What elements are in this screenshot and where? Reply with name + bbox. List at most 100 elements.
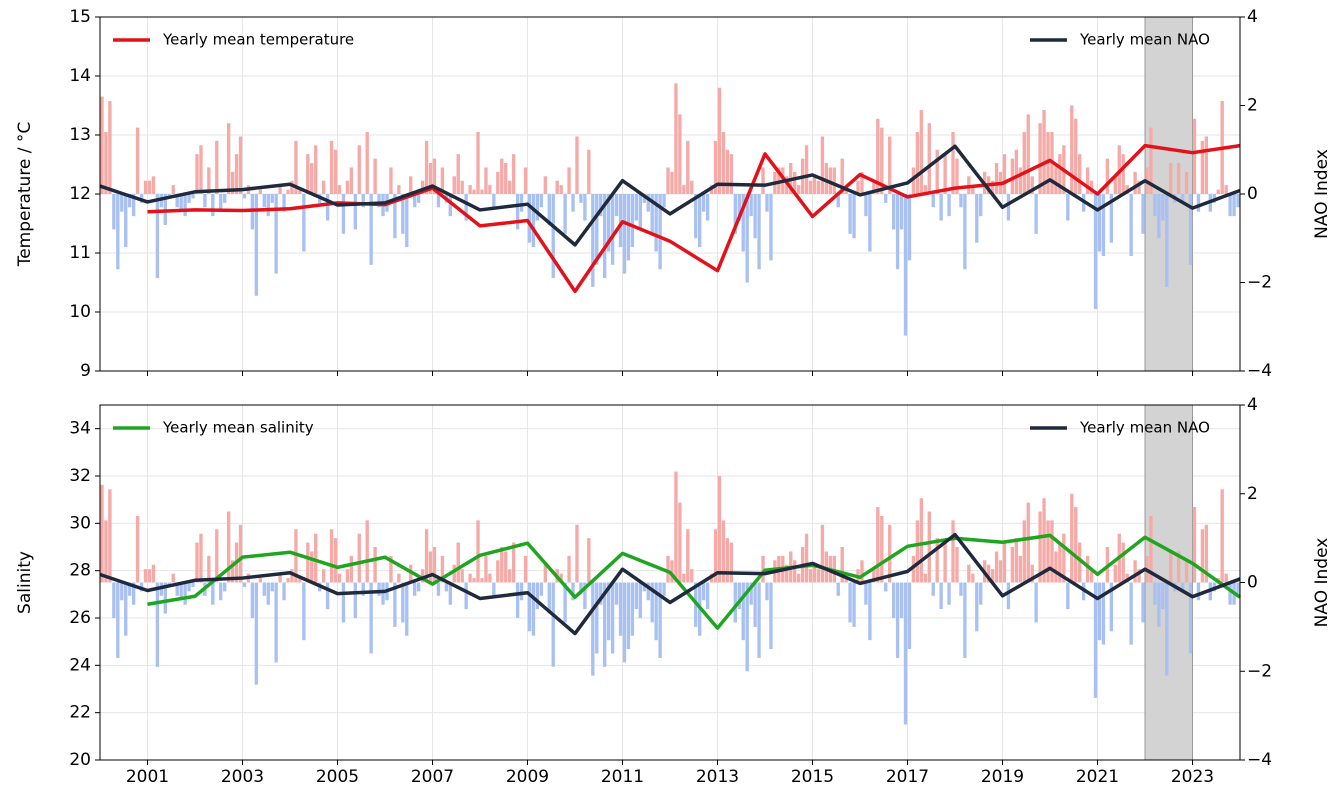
nao-bar	[674, 83, 678, 194]
nao-bar	[488, 185, 492, 194]
nao-bar	[195, 542, 199, 583]
nao-bar	[504, 163, 508, 194]
nao-bar	[405, 582, 409, 636]
nao-bar	[345, 569, 350, 583]
nao-bar	[1038, 123, 1042, 194]
nao-bar	[903, 194, 908, 336]
nao-bar	[294, 140, 298, 194]
nao-bar	[955, 547, 959, 583]
nao-bar	[365, 520, 369, 583]
nao-bar	[539, 582, 544, 596]
nao-bar	[1042, 498, 1046, 583]
nao-bar	[333, 149, 338, 194]
nao-bar	[1180, 582, 1185, 592]
nao-bar	[686, 529, 690, 583]
nao-bar	[1220, 489, 1224, 583]
nao-bar	[816, 180, 821, 194]
nao-bar	[523, 167, 528, 194]
nao-bar	[1113, 564, 1117, 583]
nao-bar	[278, 185, 282, 194]
x-tick-label: 2021	[1076, 767, 1119, 787]
nao-bar	[931, 582, 935, 596]
nao-bar	[979, 194, 983, 217]
nao-bar	[1184, 171, 1189, 194]
nao-bar	[147, 569, 152, 583]
nao-bar	[769, 582, 773, 650]
nao-bar	[559, 573, 563, 583]
nao-bar	[492, 194, 496, 208]
nao-bar	[610, 194, 615, 265]
nao-bar	[674, 471, 678, 583]
nao-bar	[848, 194, 852, 234]
nao-bar	[1026, 502, 1030, 583]
nao-bar	[1010, 547, 1015, 583]
nao-bar	[1097, 194, 1102, 252]
nao-bar	[1137, 569, 1141, 583]
nao-bar	[979, 582, 983, 605]
nao-bar	[409, 176, 413, 194]
nao-bar	[1196, 194, 1201, 212]
nao-bar	[690, 569, 694, 583]
nao-bar	[282, 194, 286, 212]
nao-bar	[1176, 163, 1181, 194]
nao-bar	[337, 573, 342, 583]
nao-bar	[986, 564, 991, 583]
nao-bar	[998, 560, 1003, 583]
nao-bar	[852, 582, 856, 627]
nao-bar	[943, 542, 947, 583]
nao-bar	[1058, 542, 1062, 583]
nao-bar	[868, 194, 872, 252]
nao-bar	[717, 87, 722, 194]
nao-bar	[171, 573, 175, 583]
nao-bar	[365, 132, 369, 194]
nao-bar	[116, 582, 120, 658]
nao-bar	[329, 140, 334, 194]
nao-bar	[535, 194, 540, 221]
nao-bar	[737, 194, 741, 221]
nao-bar	[824, 163, 829, 194]
nao-bar	[603, 194, 607, 279]
nao-bar	[100, 96, 104, 194]
nao-bar	[1141, 194, 1145, 234]
nao-bar	[369, 582, 373, 654]
nao-bar	[844, 189, 848, 194]
series-line	[147, 533, 1242, 630]
x-tick-label: 2001	[126, 767, 169, 787]
nao-bar	[931, 194, 935, 208]
nao-bar	[310, 163, 314, 194]
nao-bar	[1137, 180, 1141, 194]
nao-bar	[943, 154, 947, 194]
nao-bar	[820, 136, 825, 194]
nao-bar	[947, 194, 951, 217]
nao-bar	[626, 582, 631, 650]
nao-bar	[274, 194, 278, 274]
nao-bar	[911, 555, 916, 583]
nao-bar	[812, 564, 817, 583]
nao-bar	[761, 167, 765, 194]
nao-bar	[895, 582, 900, 658]
nao-bar	[571, 582, 575, 601]
nao-bar	[630, 194, 635, 248]
nao-bar	[741, 194, 745, 252]
nao-bar	[915, 132, 920, 194]
nao-bar	[994, 551, 999, 583]
nao-bar	[325, 582, 330, 610]
nao-bar	[963, 582, 967, 658]
nao-bar	[191, 582, 195, 587]
y2-tick-label: 4	[1247, 395, 1258, 415]
nao-bar	[595, 194, 599, 265]
nao-bar	[891, 582, 896, 618]
nao-bar	[765, 582, 769, 601]
nao-bar	[143, 180, 148, 194]
nao-bar	[440, 167, 445, 194]
nao-bar	[630, 582, 635, 636]
nao-bar	[369, 194, 373, 265]
nao-bar	[856, 180, 860, 194]
nao-bar	[1097, 582, 1102, 641]
nao-bar	[705, 582, 710, 610]
series-line	[99, 532, 1241, 636]
nao-bar	[1054, 551, 1058, 583]
nao-bar	[226, 511, 231, 583]
nao-bar	[1161, 582, 1165, 610]
nao-bar	[1204, 136, 1209, 194]
